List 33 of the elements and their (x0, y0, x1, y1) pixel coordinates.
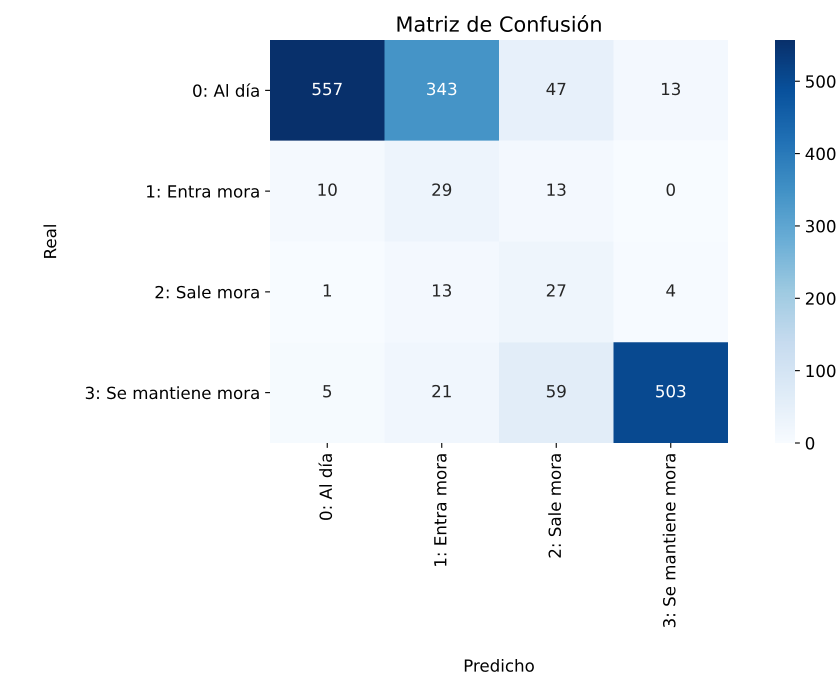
chart-title: Matriz de Confusión (397, 15, 601, 32)
color-bar-label: 500 (806, 75, 836, 88)
data-label: 10 (318, 183, 337, 196)
data-label: 343 (427, 82, 456, 96)
data-label: 29 (432, 183, 452, 196)
color-bar-label: 100 (806, 364, 836, 378)
color-bar-label: 200 (806, 292, 836, 305)
data-label: 47 (546, 82, 566, 95)
y-tick-label: 3: Se mantiene mora (86, 386, 259, 400)
x-axis-title: Predicho (464, 658, 534, 672)
y-tick-label: 1: Entra mora (147, 185, 259, 198)
data-label: 4 (666, 284, 676, 296)
x-tick-label: 3: Se mantiene mora (662, 454, 676, 628)
x-tick-label: 0: Al día (318, 454, 332, 520)
data-label: 503 (656, 384, 686, 398)
data-label: 13 (432, 284, 452, 297)
data-label: 1 (324, 284, 332, 296)
y-axis-title: Real (43, 225, 56, 258)
y-tick-label: 0: Al día (193, 83, 259, 97)
data-label: 5 (323, 385, 332, 398)
x-tick-label: 2: Sale mora (548, 454, 562, 558)
color-bar-label: 400 (806, 148, 836, 160)
data-label: 13 (662, 82, 680, 96)
x-tick-label: 1: Entra mora (434, 454, 447, 566)
data-label: 557 (312, 82, 342, 96)
y-tick-label: 2: Sale mora (156, 286, 259, 298)
data-label: 27 (546, 284, 566, 296)
color-bar-label: 0 (806, 436, 814, 450)
data-label: 21 (432, 384, 451, 398)
data-label: 59 (546, 384, 566, 398)
data-label: 13 (547, 183, 566, 196)
data-label: 0 (666, 183, 675, 196)
color-bar-label: 300 (806, 220, 836, 233)
